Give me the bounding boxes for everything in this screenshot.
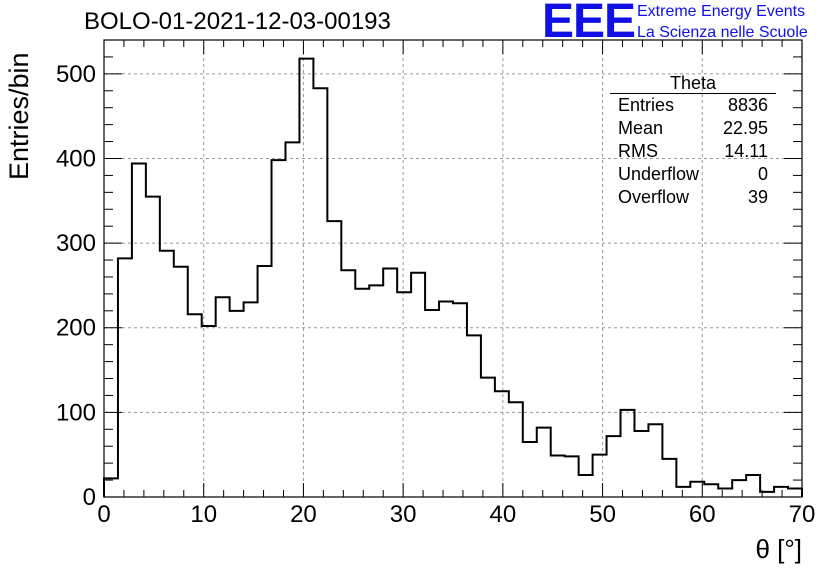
histogram-bin — [369, 285, 383, 497]
histogram-bin — [160, 251, 174, 497]
stats-value: 8836 — [727, 95, 768, 115]
x-tick-label: 10 — [190, 501, 217, 528]
histogram-bin — [537, 428, 551, 497]
x-tick-label: 60 — [689, 501, 716, 528]
stats-row-rms: RMS 14.11 — [610, 140, 776, 163]
y-tick-label: 400 — [56, 145, 96, 172]
histogram-bin — [411, 273, 425, 497]
stats-label: Underflow — [618, 164, 700, 184]
plot-frame — [103, 39, 803, 498]
histogram-bin — [327, 221, 341, 497]
histogram-outline — [103, 57, 803, 497]
y-tick-label: 500 — [56, 61, 96, 88]
histogram-bin — [662, 459, 676, 497]
stats-row-overflow: Overflow 39 — [610, 186, 776, 209]
histogram-bin — [244, 302, 258, 497]
x-tick-label: 70 — [789, 501, 816, 528]
stats-row-entries: Entries 8836 — [610, 94, 776, 117]
histogram-bin — [481, 378, 495, 497]
histogram-bin — [607, 436, 621, 497]
stats-label: Overflow — [618, 187, 690, 207]
histogram-bin — [704, 484, 718, 497]
stats-value: 22.95 — [722, 118, 768, 138]
y-tick-label: 0 — [83, 484, 96, 511]
histogram-bin — [313, 88, 327, 497]
histogram-bin — [216, 297, 230, 497]
histogram-bin — [439, 302, 453, 497]
chart-title: BOLO-01-2021-12-03-00193 — [84, 8, 391, 35]
histogram-bin — [648, 424, 662, 497]
histogram-bin — [202, 326, 216, 497]
y-tick-label: 100 — [56, 399, 96, 426]
stats-title: Theta — [610, 73, 776, 94]
histogram-bin — [676, 487, 690, 497]
eee-logo: EEE — [542, 0, 636, 48]
histogram-bin — [132, 164, 146, 497]
histogram-bin — [355, 289, 369, 497]
histogram-bin — [495, 391, 509, 497]
histogram-bin — [593, 455, 607, 497]
logo-line-2: La Scienza nelle Scuole — [637, 24, 808, 41]
y-tick-label: 200 — [56, 315, 96, 342]
histogram-bin — [285, 142, 299, 497]
x-tick-label: 30 — [390, 501, 417, 528]
histogram-bin — [383, 269, 397, 498]
histogram-bin — [258, 266, 272, 497]
x-tick-label: 40 — [490, 501, 517, 528]
y-tick-label: 300 — [56, 230, 96, 257]
histogram-bin — [299, 59, 313, 497]
histogram-bin — [579, 475, 593, 497]
histogram-bin — [523, 442, 537, 497]
y-axis-label: Entries/bin — [4, 52, 34, 180]
logo-line-1: Extreme Energy Events — [637, 3, 806, 20]
histogram-bin — [621, 410, 635, 497]
histogram-bin — [732, 480, 746, 497]
histogram-bin — [509, 402, 523, 497]
histogram-bin — [774, 487, 788, 497]
histogram-bin — [104, 478, 118, 497]
histogram-bin — [718, 489, 732, 497]
stats-value: 0 — [757, 164, 768, 184]
stats-box: Theta Entries 8836 Mean 22.95 RMS 14.11 … — [610, 73, 776, 209]
histogram-bin — [746, 475, 760, 497]
histogram-bin — [565, 456, 579, 497]
histogram-bin — [467, 335, 481, 497]
stats-label: RMS — [618, 141, 658, 161]
stats-row-underflow: Underflow 0 — [610, 163, 776, 186]
histogram-bin — [118, 258, 132, 497]
histogram-bin — [146, 197, 160, 497]
x-tick-label: 0 — [97, 501, 110, 528]
stats-value: 14.11 — [724, 141, 768, 161]
stats-label: Entries — [618, 95, 675, 115]
stats-value: 39 — [747, 187, 768, 207]
x-tick-label: 50 — [589, 501, 616, 528]
histogram-bin — [634, 431, 648, 497]
histogram-bin — [230, 311, 244, 497]
x-axis-label: θ [°] — [755, 534, 802, 564]
histogram-bin — [788, 489, 802, 497]
stats-label: Mean — [618, 118, 664, 138]
histogram-bin — [188, 314, 202, 497]
histogram-bin — [425, 310, 439, 497]
histogram-bin — [272, 160, 286, 497]
histogram-bin — [174, 267, 188, 497]
x-tick-label: 20 — [290, 501, 317, 528]
histogram-bin — [453, 303, 467, 497]
stats-row-mean: Mean 22.95 — [610, 117, 776, 140]
histogram-bin — [341, 270, 355, 497]
histogram-bin — [397, 292, 411, 497]
